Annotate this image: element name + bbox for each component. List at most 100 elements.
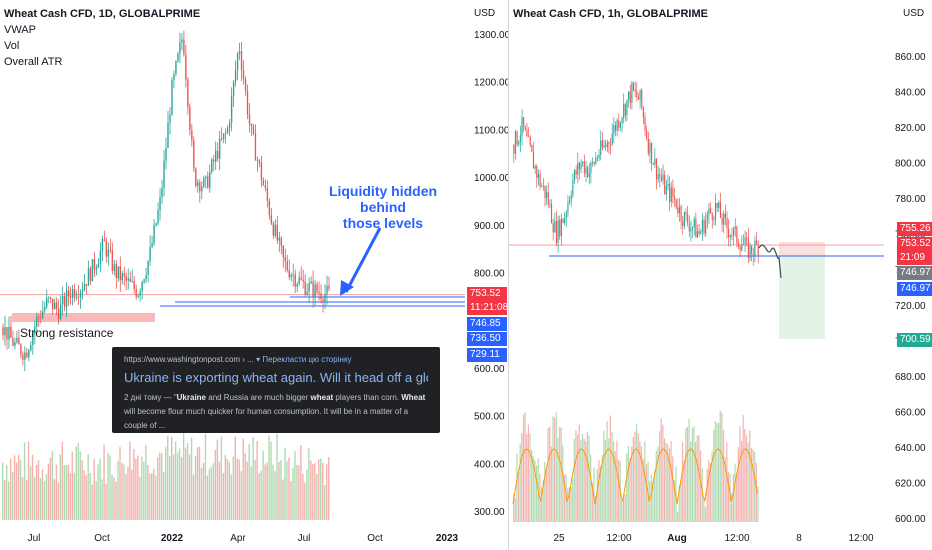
volume-bar (190, 437, 193, 520)
volume-bar (606, 421, 608, 522)
volume-bar (639, 441, 641, 522)
candle-body (624, 104, 626, 116)
hourly-price-tick: 780.00 (895, 194, 926, 205)
candle-body (48, 297, 50, 299)
volume-bar (722, 430, 725, 522)
daily-price-tick: 1000.00 (474, 173, 508, 184)
candle-body (713, 219, 715, 221)
daily-price-tick: 900.00 (474, 221, 505, 232)
indicator-vol[interactable]: Vol (4, 40, 20, 52)
candle-body (290, 274, 292, 278)
candle-body (667, 184, 669, 186)
candle-body (577, 163, 579, 175)
candle-body (696, 231, 699, 238)
search-result-url[interactable]: https://www.washingtonpost.com › ... ▾ П… (124, 355, 352, 364)
candle-body (46, 297, 48, 307)
volume-bar (568, 486, 570, 522)
volume-bar (81, 460, 83, 520)
daily-price-tick: 800.00 (474, 269, 505, 280)
daily-currency-label: USD (474, 8, 495, 19)
candle-body (288, 269, 290, 278)
hourly-chart-canvas[interactable]: USD860.00840.00820.00800.00780.00760.007… (509, 0, 932, 550)
candle-body (673, 196, 676, 199)
hourly-price-tick: 600.00 (895, 514, 926, 525)
volume-bar (149, 473, 151, 520)
candle-body (211, 159, 213, 173)
candle-body (22, 354, 24, 360)
volume-bar (591, 482, 593, 522)
volume-bar (248, 444, 250, 520)
volume-bar (240, 471, 242, 520)
candle-body (32, 333, 34, 346)
candle-body (234, 70, 237, 82)
candle-body (757, 243, 759, 256)
candle-body (320, 293, 322, 300)
candle-body (99, 250, 102, 264)
candle-body (44, 306, 46, 311)
candle-body (588, 172, 590, 178)
candle-body (737, 242, 740, 247)
volume-bar (714, 420, 716, 522)
candle-body (165, 148, 167, 161)
candle-body (631, 82, 633, 103)
volume-ma-line (512, 448, 758, 505)
volume-bar (27, 441, 30, 520)
candle-body (226, 128, 229, 133)
volume-bar (274, 471, 276, 520)
volume-bar (125, 474, 127, 520)
candle-body (314, 284, 316, 298)
candle-body (746, 237, 748, 239)
candle-body (326, 285, 328, 295)
candle-body (51, 298, 54, 310)
hourly-chart-pane[interactable]: USD860.00840.00820.00800.00780.00760.007… (508, 0, 932, 550)
volume-bar (757, 486, 759, 522)
search-result-headline[interactable]: Ukraine is exporting wheat again. Will i… (124, 370, 428, 385)
candle-body (236, 53, 239, 71)
candle-body (77, 296, 80, 298)
candle-body (201, 186, 203, 192)
candle-body (729, 235, 731, 238)
volume-bar (284, 447, 286, 520)
volume-bar (198, 446, 201, 520)
hourly-chart-title: Wheat Cash CFD, 1h, GLOBALPRIME (513, 8, 708, 20)
volume-bar (17, 454, 20, 520)
candle-body (703, 219, 705, 234)
hourly-price-tag: 746.97 (897, 266, 932, 280)
volume-bar (535, 465, 538, 522)
volume-bar (677, 511, 679, 522)
volume-bar (29, 466, 32, 520)
hourly-price-tick: 680.00 (895, 372, 926, 383)
volume-bar (176, 452, 179, 520)
daily-chart-pane[interactable]: USD 1300.00 1200.00 1100.00 1000.00 900.00 800… (0, 0, 508, 550)
candle-body (623, 104, 625, 118)
candle-body (555, 221, 558, 243)
candle-body (195, 168, 197, 186)
volume-bar (15, 462, 18, 520)
candle-body (276, 224, 279, 241)
volume-bar (713, 430, 715, 522)
volume-bar (634, 431, 636, 522)
volume-bar (529, 433, 531, 522)
volume-bar (575, 430, 577, 522)
search-result-card[interactable]: https://www.washingtonpost.com › ... ▾ П… (112, 347, 440, 433)
candle-body (316, 284, 318, 293)
volume-bar (276, 433, 278, 520)
indicator-atr[interactable]: Overall ATR (4, 56, 63, 68)
volume-bar (250, 466, 252, 520)
indicator-vwap[interactable]: VWAP (4, 24, 36, 36)
candle-body (258, 160, 261, 164)
volume-bar (609, 415, 611, 522)
volume-bar (703, 497, 705, 522)
candle-body (139, 291, 141, 296)
daily-price-tag: 746.85 (467, 317, 507, 331)
candle-body (133, 281, 135, 290)
candle-body (752, 254, 754, 256)
volume-bar (180, 457, 183, 520)
hourly-price-tag: 746.97 (897, 282, 932, 296)
volume-bar (184, 447, 187, 520)
volume-bar (624, 494, 626, 522)
candle-body (244, 79, 247, 91)
daily-chart-canvas[interactable]: USD 1300.00 1200.00 1100.00 1000.00 900.00 800… (0, 0, 508, 550)
volume-bar (544, 461, 546, 522)
candle-body (8, 326, 10, 340)
